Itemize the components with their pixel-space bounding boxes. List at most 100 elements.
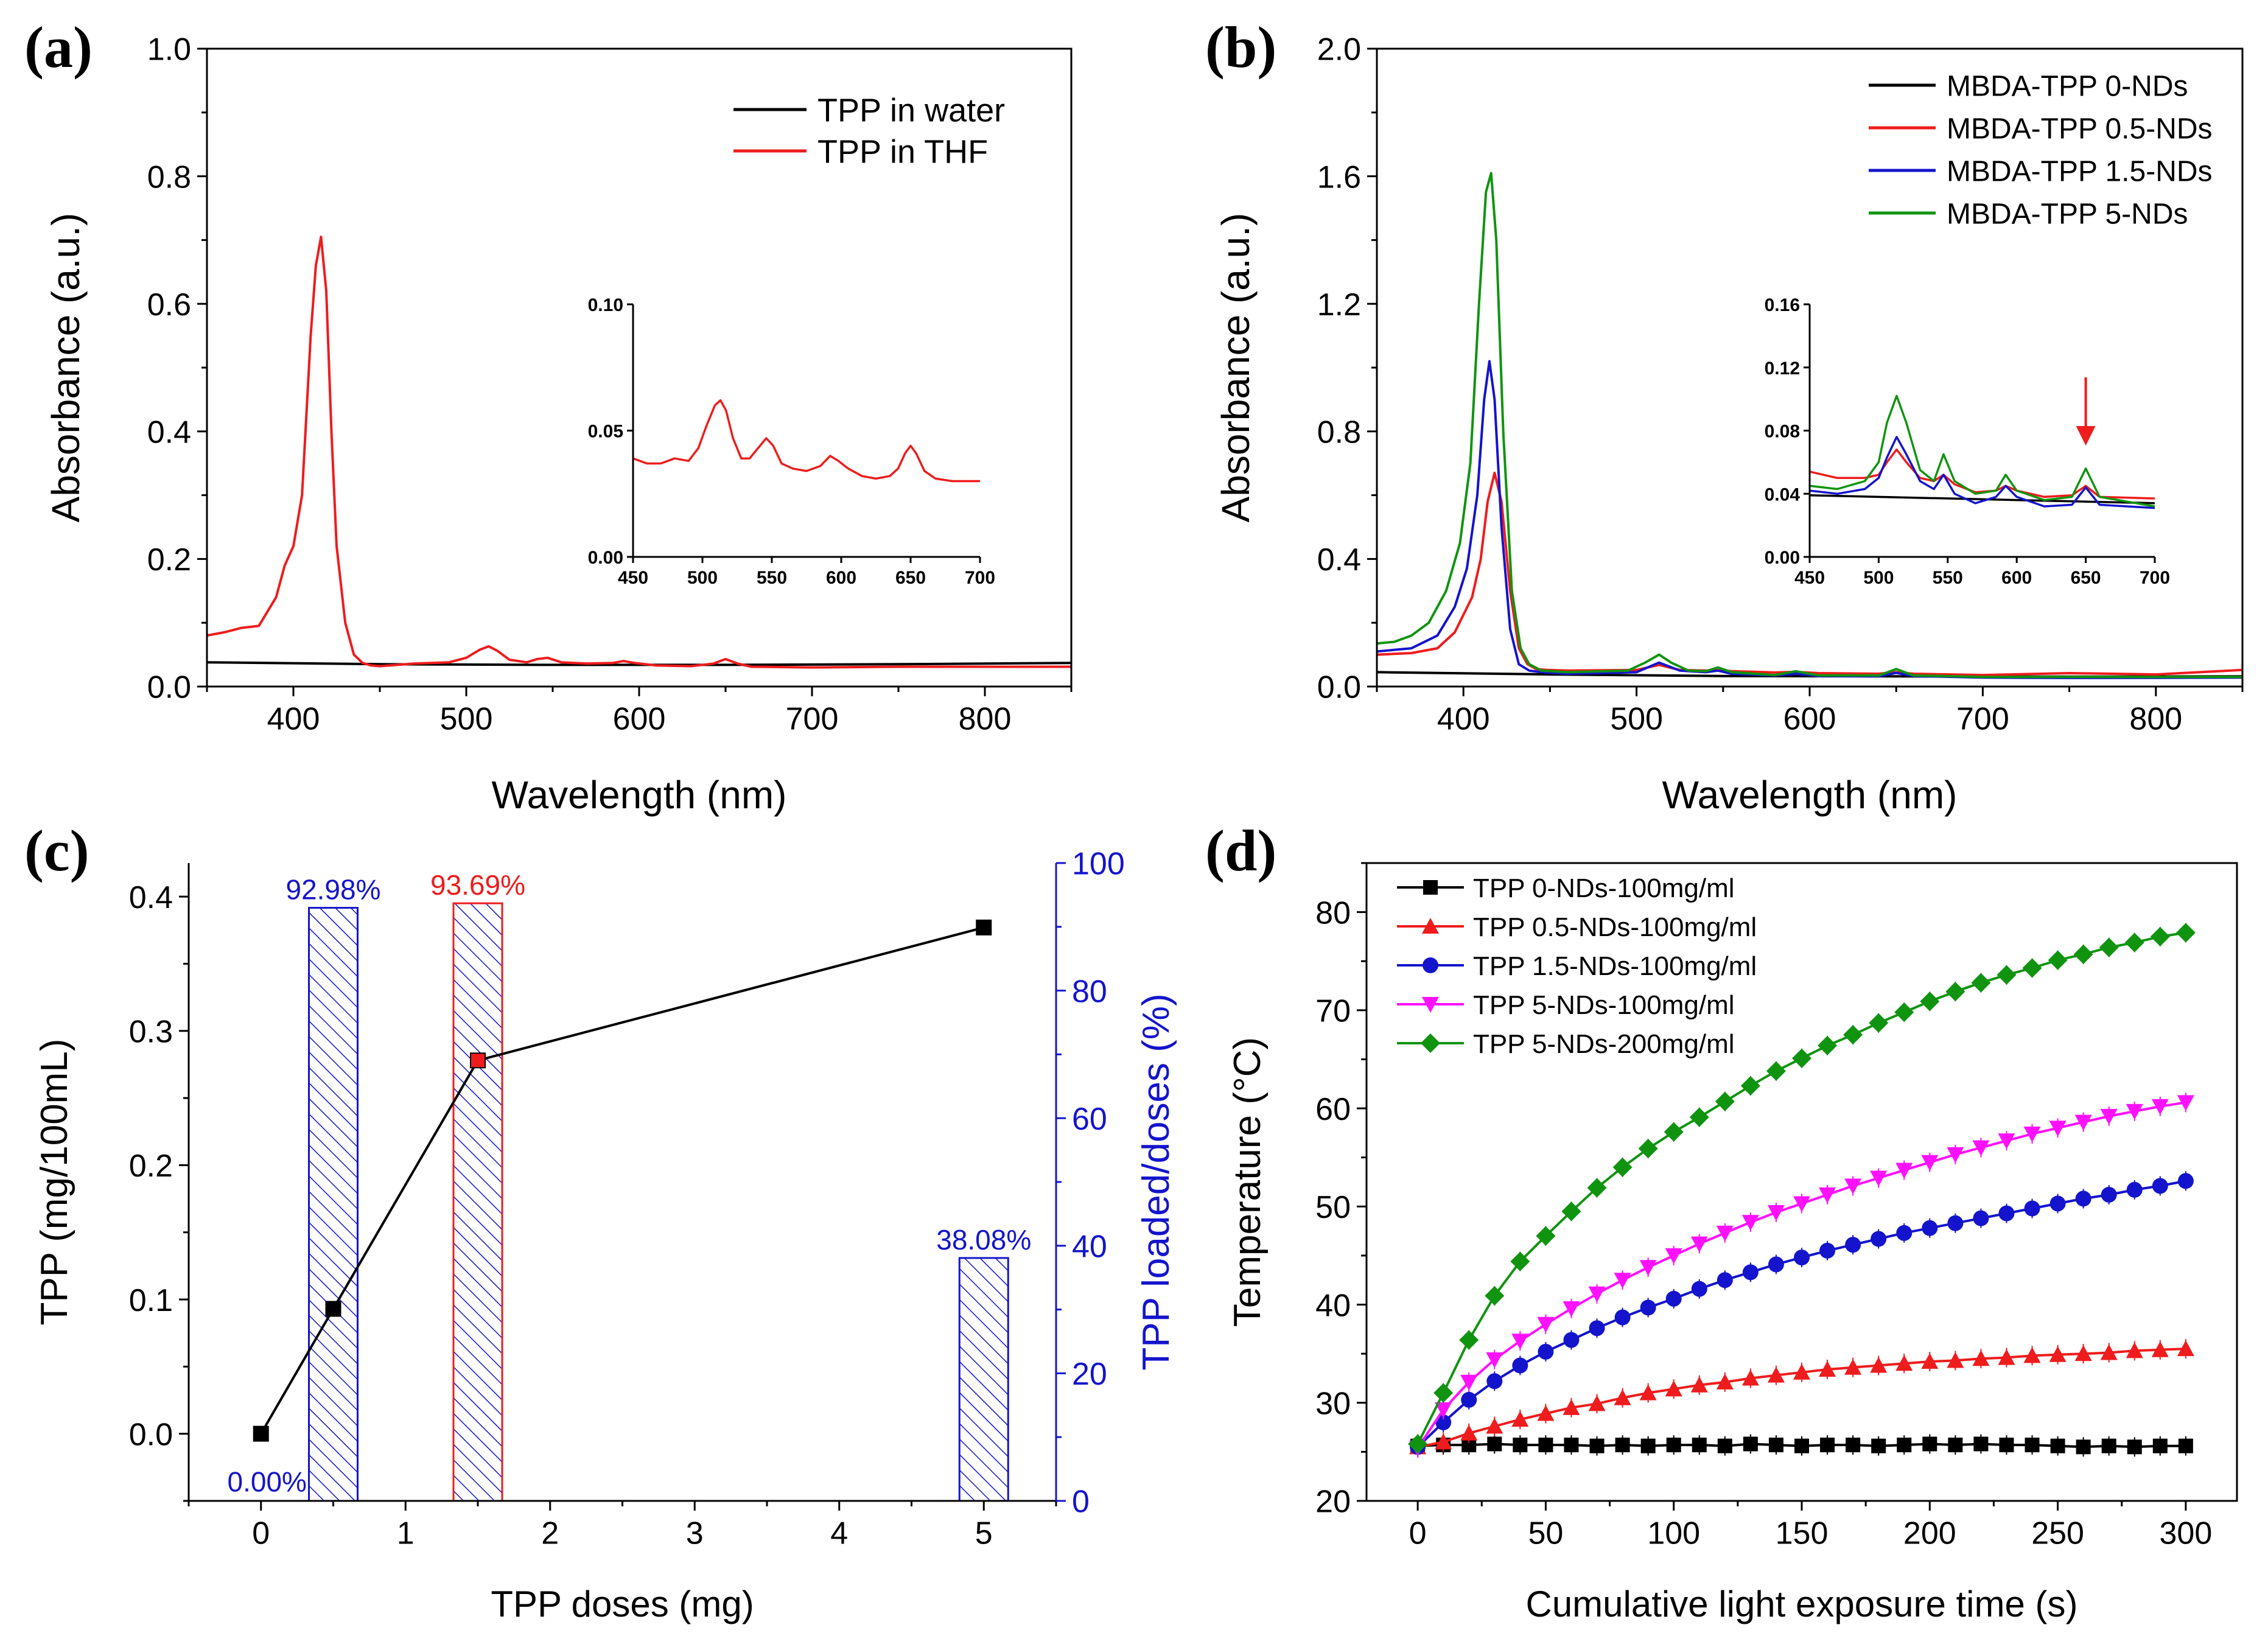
data-point [1871,1231,1887,1247]
data-point [1665,1380,1682,1397]
data-point [2151,1099,2169,1115]
inset-series-line-3 [1809,436,2155,509]
data-point [1435,1433,1452,1450]
line-marker-2 [325,1301,341,1317]
data-point [1971,973,1991,993]
data-point [2127,1439,2142,1455]
data-point [1998,1133,2015,1150]
data-point [1920,991,1940,1012]
data-point [1716,1373,1734,1390]
data-point [1485,1286,1505,1306]
series-2 [1409,1339,2194,1457]
annotation-1: 0.00% [228,1466,307,1498]
inset-xtick-label: 600 [826,568,856,588]
y-ytick-label: 60 [1315,1092,1351,1127]
y2-ytick-label: 80 [1072,974,1107,1009]
data-point [1972,1140,1990,1156]
data-point [1794,1250,1810,1266]
inset-xtick-label: 500 [687,568,718,588]
legend-label: MBDA-TPP 0-NDs [1947,70,2188,102]
data-point [1870,1170,1888,1187]
data-point [2175,923,2196,943]
x-axis-label: TPP doses (mg) [491,1584,754,1624]
data-point [2049,1346,2067,1362]
data-point [1691,1281,1707,1297]
data-point [1895,1162,1913,1179]
data-point [1511,1411,1529,1427]
x-xtick-label: 500 [1610,702,1663,737]
data-point [1947,1147,1964,1163]
series-line-1 [207,661,1071,666]
x-xtick-label: 200 [1903,1516,1956,1551]
x-xtick-label: 1 [397,1516,415,1551]
inset: 450 500 550 600 650 700 0.00 0.05 0.10 [588,295,995,588]
panel-a: 400 500 600 700 800 0.0 0.2 0.4 0.6 0.8 1.0 Wavelen… [44,32,1073,817]
data-point [1947,1215,1964,1231]
inset-series-line-2 [1809,448,2155,500]
data-point [1614,1309,1631,1326]
data-point [1972,1350,1990,1366]
data-point [1818,1035,1838,1055]
y-ytick-label: 1.2 [1317,287,1361,323]
data-point [1846,1438,1861,1453]
x-xtick-label: 0 [252,1516,270,1551]
data-point [1844,1178,1862,1195]
legend-marker [1421,1033,1440,1053]
y-axis-label: Absorbance (a.u.) [1214,213,1258,523]
legend-marker [1423,880,1438,895]
data-point [1897,1438,1912,1453]
data-point [1894,1002,1914,1023]
y-axis-label: Absorbance (a.u.) [44,213,88,523]
data-point [2049,1195,2066,1212]
data-point [1589,1438,1605,1453]
x-xtick-label: 700 [1956,702,2009,737]
line-series [260,926,984,1435]
x-xtick-label: 250 [2031,1516,2084,1551]
series-line-2 [207,236,1071,669]
y-ytick-label: 50 [1315,1190,1351,1225]
data-point [2124,932,2144,953]
data-point [1998,1205,2015,1222]
series-1 [1410,1434,2193,1457]
series-line-4 [1377,172,2242,679]
data-point [1973,1210,1989,1226]
y-ytick-label: 0.0 [147,670,191,705]
data-point [1948,1438,1963,1453]
data-point [1589,1320,1605,1337]
data-point [1433,1383,1454,1403]
data-point [1513,1438,1528,1453]
data-point [1947,1352,1964,1368]
series-line-3 [1377,360,2242,679]
y-ytick-label: 0.2 [147,542,191,578]
data-point [1690,1236,1708,1253]
data-point [2101,1186,2117,1203]
x-axis-label: Wavelength (nm) [492,773,787,817]
data-point [1638,1139,1658,1159]
y2-ytick-label: 40 [1072,1229,1107,1265]
series-group [207,236,1071,669]
inset-ytick-label: 0.00 [1765,548,1800,568]
data-point [1692,1438,1707,1453]
series-line-4 [1416,1101,2186,1449]
inset-xtick-label: 600 [2001,568,2032,588]
legend-label: TPP in THF [817,133,988,170]
x-xtick-label: 2 [541,1516,559,1551]
data-point [2178,1438,2193,1453]
data-point [1998,1349,2015,1365]
data-point [1819,1360,1836,1377]
data-point [1588,1395,1606,1411]
legend: TPP 0-NDs-100mg/ml TPP 0.5-NDs-100mg/ml TP… [1397,873,1757,1059]
series-3 [1410,1171,2194,1457]
data-point [1716,1225,1734,1242]
data-point [1819,1242,1836,1259]
data-point [1793,1363,1810,1380]
inset-ytick-label: 0.04 [1765,484,1801,505]
data-point [1665,1248,1682,1264]
data-point [2024,1200,2040,1217]
data-point [2150,926,2170,946]
x-xtick-label: 400 [1437,702,1490,737]
data-point [1793,1196,1810,1212]
panel-label-b: (b) [1205,15,1276,80]
line-marker-4 [976,919,992,935]
y-ytick-label: 0.4 [129,880,173,915]
